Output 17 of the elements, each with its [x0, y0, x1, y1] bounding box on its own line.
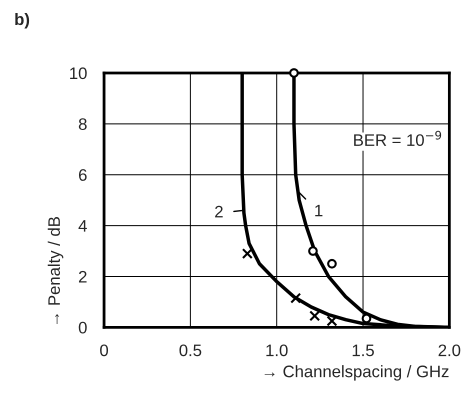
- annotation: BER = 10$^{−9}$: [354, 130, 442, 146]
- y-axis-title: → Penalty / dB: [48, 217, 64, 324]
- y-tick-label: 0: [78, 322, 87, 334]
- x-tick-label: 0: [100, 344, 108, 356]
- x-tick-label: 0.5: [179, 344, 202, 356]
- annotation: 2: [215, 206, 223, 218]
- y-tick-label: 2: [78, 270, 87, 283]
- y-tick-label: 6: [78, 169, 87, 181]
- chart-title: b): [15, 12, 30, 28]
- x-tick-label: 1.5: [352, 344, 374, 356]
- x-tick-label: 1.0: [266, 344, 288, 356]
- y-tick-label: 4: [78, 220, 87, 232]
- annotation: 1: [315, 204, 322, 216]
- y-tick-label: 8: [78, 118, 87, 130]
- x-axis-title: → Channelspacing / GHz: [264, 365, 449, 381]
- x-tick-label: 2.0: [438, 344, 460, 356]
- y-tick-label: 10: [70, 67, 87, 80]
